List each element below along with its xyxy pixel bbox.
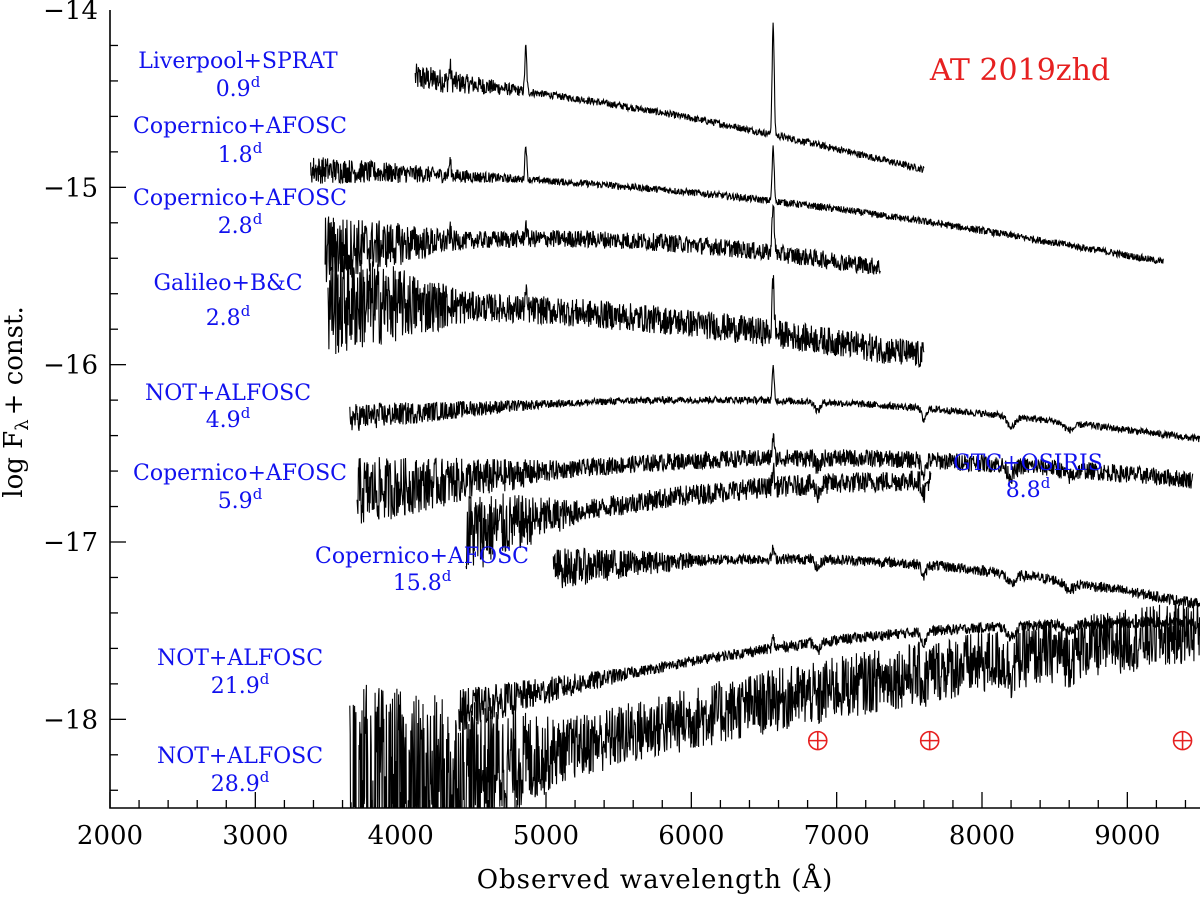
epoch-value: 15.8: [393, 571, 442, 596]
telluric-marker: [919, 730, 940, 751]
epoch-unit: d: [253, 139, 263, 157]
spectrum-line-4: [327, 251, 925, 368]
epoch-value: 0.9: [216, 77, 251, 102]
spectrum-line-2: [310, 145, 1164, 265]
epoch-unit: d: [253, 485, 263, 503]
epoch-unit: d: [241, 302, 251, 320]
epoch-unit: d: [253, 210, 263, 228]
x-tick-label: 6000: [658, 821, 724, 851]
y-axis-title: log Fλ + const.: [0, 306, 33, 497]
spectrum-labels: Liverpool+SPRAT0.9dCopernico+AFOSC1.8dCo…: [133, 49, 1103, 797]
spectrum-epoch-label: 21.9d: [211, 670, 270, 699]
spectrum-instrument-label: NOT+ALFOSC: [157, 646, 323, 671]
spectrum-epoch-label: 4.9d: [206, 404, 251, 433]
x-tick-label: 2000: [77, 821, 143, 851]
epoch-value: 2.8: [218, 214, 253, 239]
x-tick-label: 4000: [368, 821, 434, 851]
y-axis-title-subscript: λ: [12, 419, 33, 430]
epoch-value: 4.9: [206, 408, 241, 433]
spectrum-instrument-label: Liverpool+SPRAT: [138, 49, 338, 74]
x-tick-label: 8000: [949, 821, 1015, 851]
y-tick-label: −17: [43, 528, 98, 558]
spectrum-instrument-label: Copernico+AFOSC: [315, 544, 529, 569]
spectrum-instrument-label: Galileo+B&C: [153, 271, 302, 296]
y-axis-title-tail: + const.: [0, 306, 29, 415]
spectrum-epoch-label: 15.8d: [393, 567, 452, 596]
spectrum-epoch-label: 0.9d: [216, 73, 261, 102]
spectrum-epoch-label: 2.8d: [206, 302, 251, 331]
spectrum-epoch-label: 1.8d: [218, 139, 263, 168]
y-tick-label: −15: [43, 173, 98, 203]
x-tick-label: 7000: [804, 821, 870, 851]
telluric-markers: [807, 730, 1193, 751]
y-tick-label: −14: [43, 0, 98, 26]
epoch-value: 8.8: [1006, 478, 1041, 503]
epoch-value: 28.9: [211, 772, 260, 797]
epoch-unit: d: [442, 567, 452, 585]
telluric-marker: [807, 730, 828, 751]
epoch-unit: d: [260, 768, 270, 786]
x-tick-label: 5000: [513, 821, 579, 851]
y-tick-label: −16: [43, 351, 98, 381]
spectrum-instrument-label: Copernico+AFOSC: [133, 114, 347, 139]
spectrum-line-7: [465, 462, 932, 570]
spectrum-instrument-label: NOT+ALFOSC: [145, 381, 311, 406]
spectrum-line-10: [349, 601, 1200, 808]
spectrum-instrument-label: Copernico+AFOSC: [133, 461, 347, 486]
spectrum-line-6: [356, 432, 1194, 524]
epoch-value: 2.8: [206, 306, 241, 331]
epoch-unit: d: [251, 73, 261, 91]
spectrum-instrument-label: GTC+OSIRIS: [953, 451, 1103, 476]
x-axis-title: Observed wavelength (Å): [477, 863, 834, 895]
epoch-value: 21.9: [211, 674, 260, 699]
chart-title: AT 2019zhd: [929, 53, 1110, 88]
axis-ticks: 2000 3000 4000 5000 6000 7000 8000 9000 −14 −15 −1…: [43, 0, 1187, 851]
spectrum-instrument-label: NOT+ALFOSC: [157, 744, 323, 769]
spectrum-epoch-label: 8.8d: [1006, 474, 1051, 503]
y-axis-title-main: log F: [0, 431, 29, 498]
spectrum-line-1: [414, 22, 925, 173]
spectrum-line-5: [349, 365, 1200, 443]
spectrum-instrument-label: Copernico+AFOSC: [133, 186, 347, 211]
spectra-layer: [310, 22, 1200, 808]
spectrum-epoch-label: 28.9d: [211, 768, 270, 797]
spectrum-epoch-label: 5.9d: [218, 485, 263, 514]
telluric-marker: [1172, 730, 1193, 751]
spectrum-line-8: [552, 544, 1200, 609]
spectrum-line-9: [458, 615, 1194, 732]
epoch-value: 1.8: [218, 143, 253, 168]
epoch-unit: d: [1041, 474, 1051, 492]
epoch-unit: d: [260, 670, 270, 688]
y-tick-label: −18: [43, 705, 98, 735]
epoch-value: 5.9: [218, 489, 253, 514]
x-tick-label: 9000: [1094, 821, 1160, 851]
spectrum-line-3: [324, 203, 881, 283]
x-tick-label: 3000: [222, 821, 288, 851]
spectrum-epoch-label: 2.8d: [218, 210, 263, 239]
epoch-unit: d: [241, 404, 251, 422]
